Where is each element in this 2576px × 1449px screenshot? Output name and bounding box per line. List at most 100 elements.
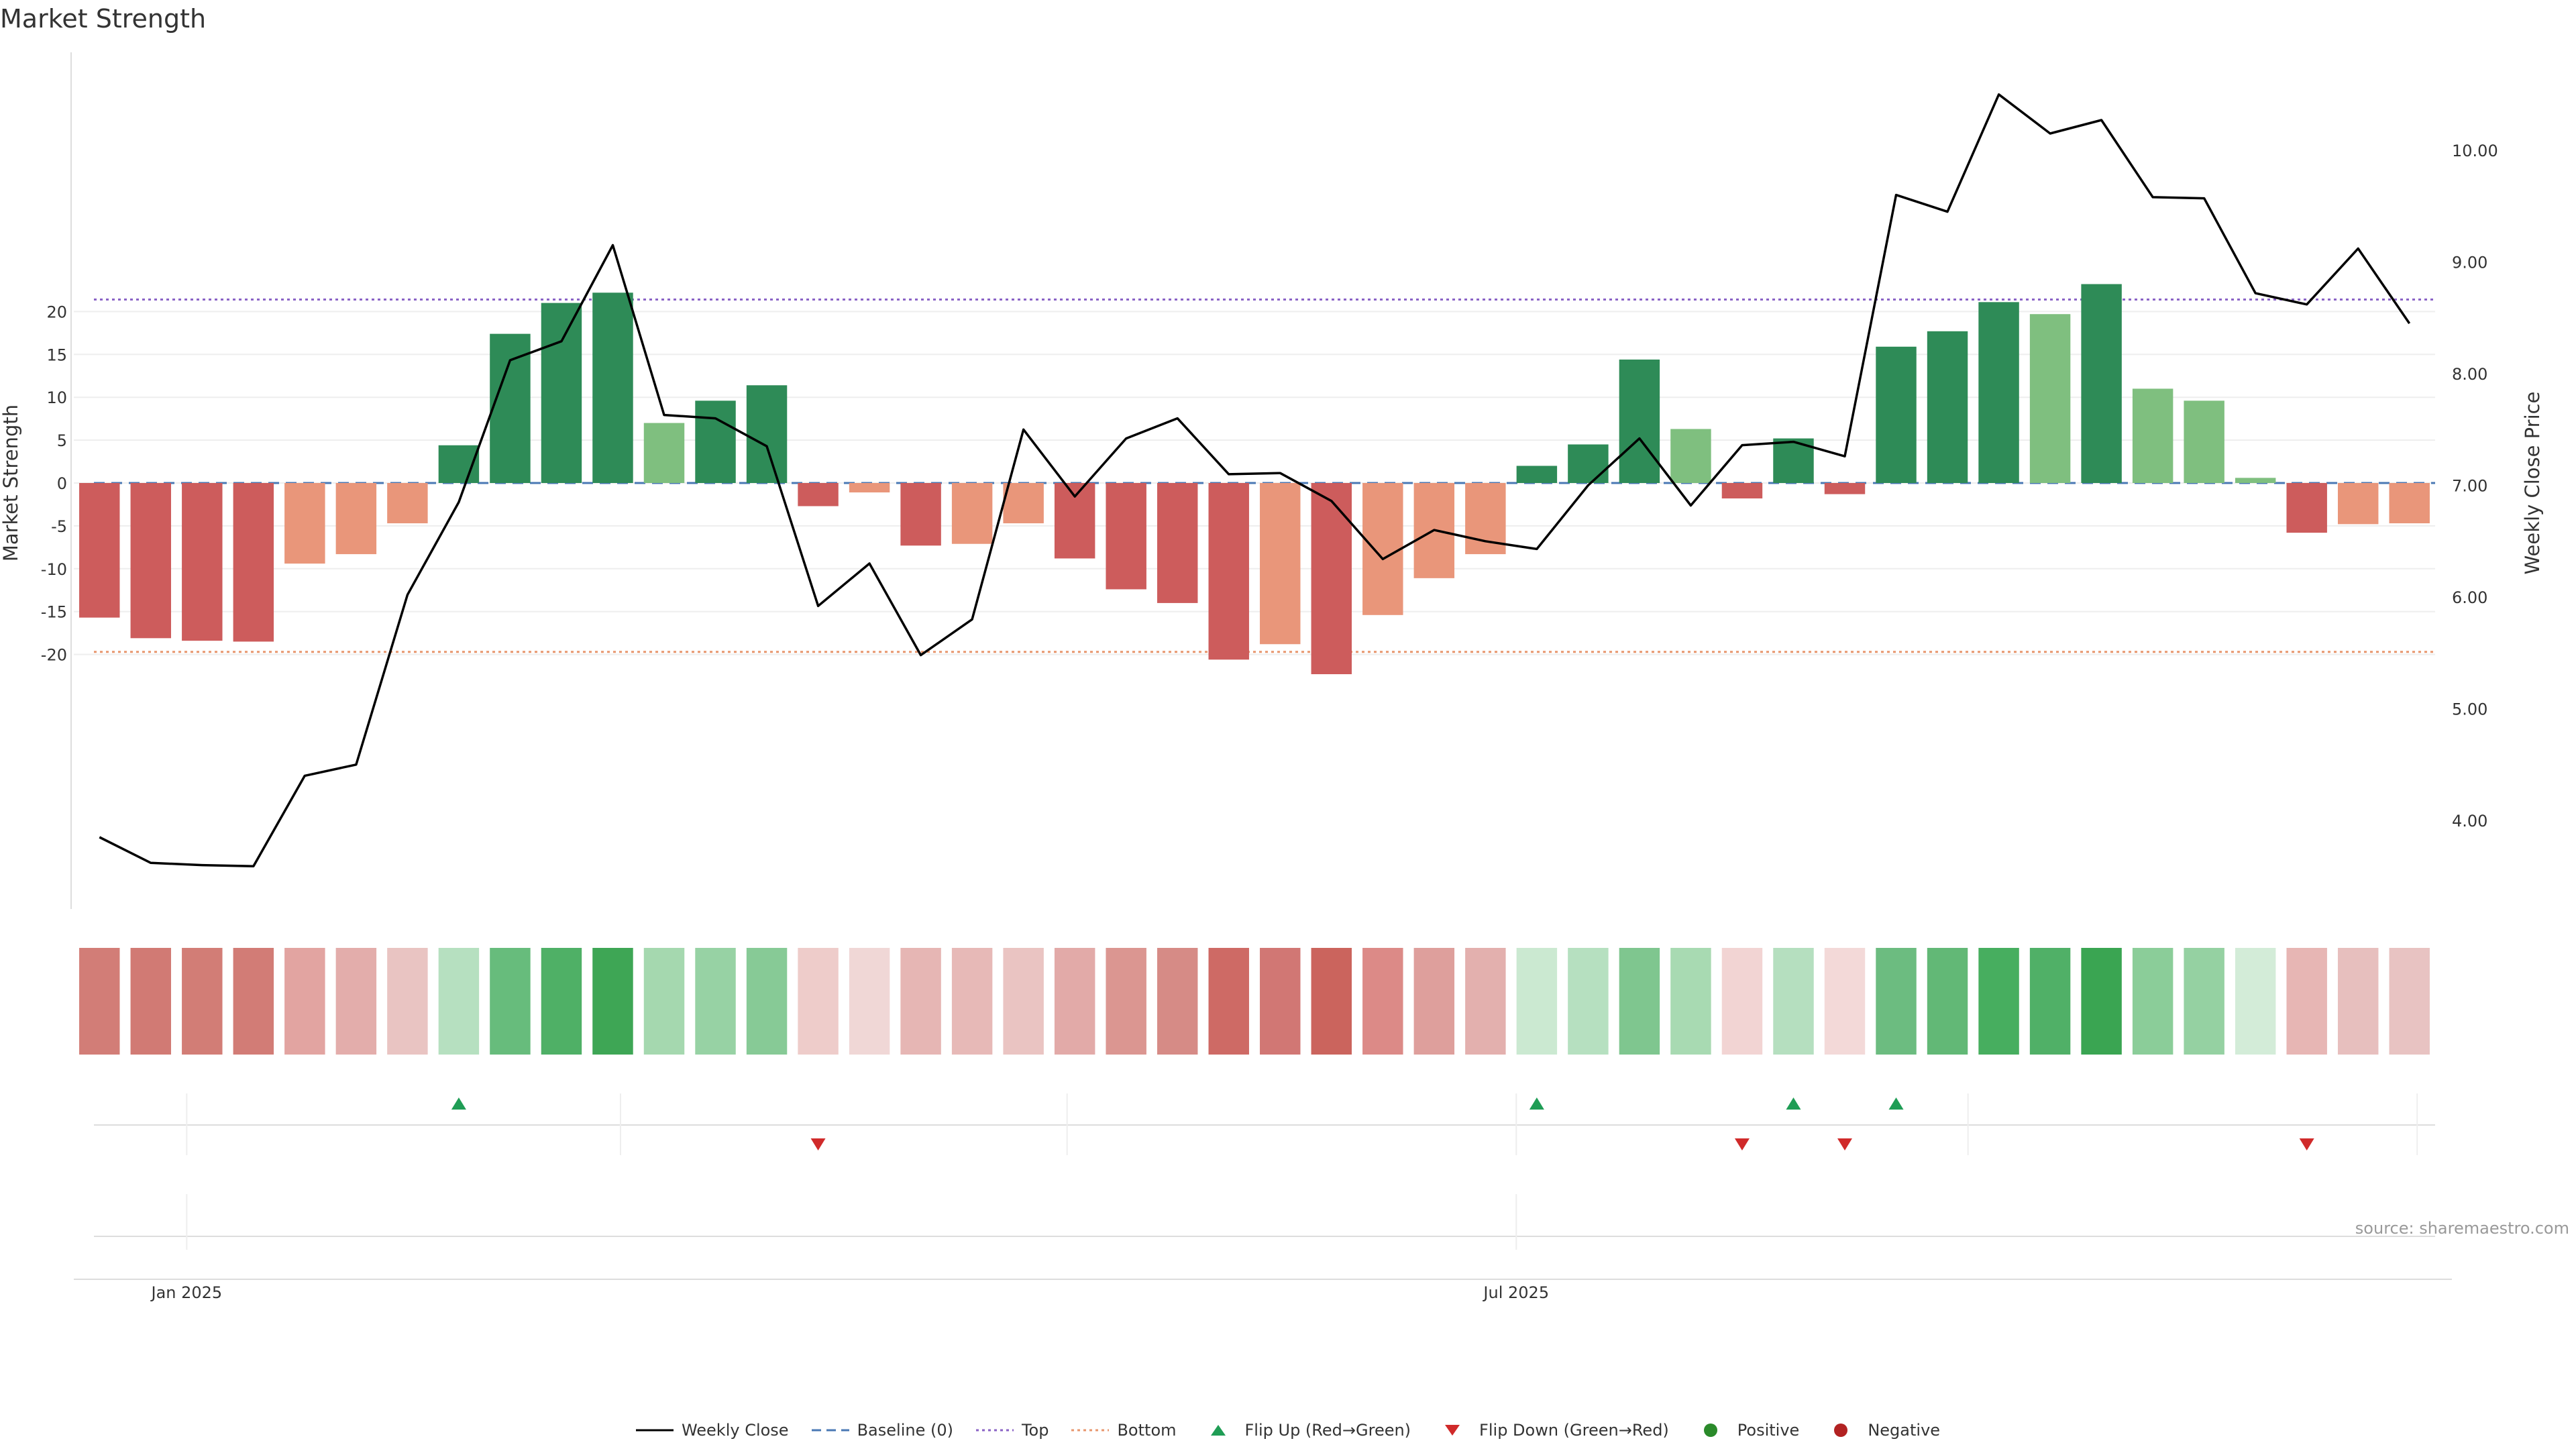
strength-bar bbox=[233, 483, 274, 642]
strength-bar bbox=[182, 483, 223, 641]
y-tick-label: -10 bbox=[41, 560, 67, 579]
price-series bbox=[99, 93, 2411, 868]
flip-down-marker bbox=[1837, 1138, 1852, 1150]
strength-bar bbox=[79, 483, 120, 618]
x-tick-label: Jul 2025 bbox=[1482, 1283, 1549, 1302]
y-tick-label: 10 bbox=[46, 388, 67, 407]
strength-bars bbox=[79, 284, 2430, 674]
legend-label: Flip Down (Green→Red) bbox=[1479, 1421, 1669, 1440]
y-tick-label: -15 bbox=[41, 603, 67, 622]
strength-bar bbox=[1260, 483, 1301, 645]
y-tick-label: 0 bbox=[57, 474, 67, 493]
strength-bar bbox=[1311, 483, 1352, 674]
legend-label: Positive bbox=[1737, 1421, 1800, 1440]
strength-bar bbox=[592, 292, 633, 483]
strength-bar bbox=[130, 483, 172, 639]
strength-bar bbox=[1003, 483, 1044, 524]
legend-symbol bbox=[1210, 1425, 1226, 1436]
strength-bar bbox=[284, 483, 325, 564]
heat-cell bbox=[1824, 948, 1866, 1055]
heat-cell bbox=[1773, 948, 1814, 1055]
y-tick-label: 15 bbox=[46, 345, 67, 364]
legend-label: Weekly Close bbox=[681, 1421, 789, 1440]
y2-axis-title: Weekly Close Price bbox=[2521, 392, 2544, 575]
flip-markers bbox=[94, 1093, 2435, 1155]
strength-bar bbox=[746, 385, 788, 483]
heat-cell bbox=[438, 948, 480, 1055]
y2-tick-label: 5.00 bbox=[2452, 700, 2487, 719]
y-tick-label: 5 bbox=[57, 431, 67, 450]
legend-label: Top bbox=[1021, 1421, 1049, 1440]
heat-cell bbox=[2132, 948, 2174, 1055]
legend-item: Baseline (0) bbox=[811, 1421, 953, 1440]
heat-cell bbox=[1465, 948, 1506, 1055]
strength-bar bbox=[2029, 314, 2071, 483]
heat-cell bbox=[1721, 948, 1763, 1055]
legend: Weekly Close Baseline (0) Top Bottom Flip Up… bbox=[0, 1421, 2576, 1440]
legend-item: Negative bbox=[1822, 1421, 1940, 1440]
heat-cell bbox=[182, 948, 223, 1055]
strength-bar bbox=[1157, 483, 1198, 603]
heat-cell bbox=[490, 948, 531, 1055]
legend-item: Top bbox=[975, 1421, 1049, 1440]
strength-bar bbox=[695, 400, 736, 483]
strength-bar bbox=[2132, 388, 2174, 483]
heat-cell bbox=[951, 948, 993, 1055]
heat-cell bbox=[2081, 948, 2122, 1055]
heat-cell bbox=[1670, 948, 1711, 1055]
source-note: source: sharemaestro.com bbox=[2355, 1219, 2569, 1238]
strength-bar bbox=[490, 333, 531, 483]
strength-bar bbox=[335, 483, 377, 555]
heat-cell bbox=[695, 948, 736, 1055]
strength-bar bbox=[643, 423, 685, 483]
chart-title: Market Strength bbox=[0, 4, 207, 34]
y2-tick-label: 8.00 bbox=[2452, 365, 2487, 384]
strength-bar bbox=[541, 303, 582, 483]
strength-bar bbox=[1362, 483, 1403, 615]
y-tick-label: -5 bbox=[51, 517, 67, 536]
y-axis-title: Market Strength bbox=[0, 405, 22, 561]
y2-tick-label: 10.00 bbox=[2452, 142, 2498, 160]
y2-tick-label: 7.00 bbox=[2452, 477, 2487, 496]
strength-bar bbox=[1619, 359, 1660, 483]
heat-cell bbox=[2286, 948, 2327, 1055]
heat-cell bbox=[900, 948, 941, 1055]
legend-item: Flip Down (Green→Red) bbox=[1434, 1421, 1669, 1440]
strength-bar bbox=[1721, 483, 1763, 499]
heat-cell bbox=[1311, 948, 1352, 1055]
heat-cell bbox=[284, 948, 325, 1055]
heat-cell bbox=[849, 948, 890, 1055]
axes: -20 -15 -10 -5 0 5 10 15 20 4.00 5.00 6.00 7.00 8.00 9… bbox=[0, 52, 2544, 1302]
heat-cell bbox=[1260, 948, 1301, 1055]
flip-up-marker bbox=[1529, 1097, 1544, 1110]
strength-bar bbox=[2184, 400, 2224, 483]
legend-symbol bbox=[1703, 1424, 1717, 1437]
y2-tick-label: 4.00 bbox=[2452, 812, 2487, 830]
y-tick-label: 20 bbox=[46, 303, 67, 321]
heat-cell bbox=[1927, 948, 1968, 1055]
strength-bar bbox=[951, 483, 993, 544]
legend-label: Negative bbox=[1868, 1421, 1941, 1440]
heat-cell bbox=[2235, 948, 2276, 1055]
heat-cell bbox=[335, 948, 377, 1055]
strength-bar bbox=[900, 483, 941, 546]
heat-cell bbox=[2337, 948, 2379, 1055]
strength-bar bbox=[2235, 478, 2276, 483]
strength-bar bbox=[849, 483, 890, 493]
heat-cell bbox=[1978, 948, 2019, 1055]
heat-strip bbox=[79, 948, 2430, 1055]
flip-down-marker bbox=[810, 1138, 826, 1150]
legend-item: Flip Up (Red→Green) bbox=[1199, 1421, 1411, 1440]
legend-label: Flip Up (Red→Green) bbox=[1244, 1421, 1411, 1440]
heat-cell bbox=[1568, 948, 1609, 1055]
heat-cell bbox=[1413, 948, 1455, 1055]
heat-cell bbox=[1362, 948, 1403, 1055]
strength-bar bbox=[1208, 483, 1249, 660]
legend-label: Bottom bbox=[1117, 1421, 1177, 1440]
heat-cell bbox=[1619, 948, 1660, 1055]
legend-symbol bbox=[811, 1429, 849, 1432]
flip-up-marker bbox=[451, 1097, 466, 1110]
heat-cell bbox=[746, 948, 788, 1055]
heat-cell bbox=[1054, 948, 1095, 1055]
